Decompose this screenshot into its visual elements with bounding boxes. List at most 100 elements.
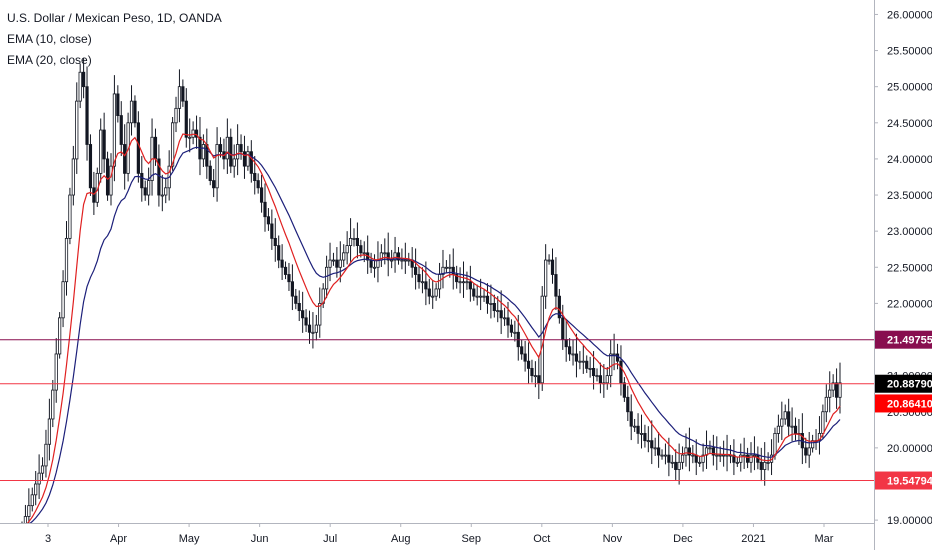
candle-body bbox=[40, 465, 45, 474]
candle-body bbox=[283, 266, 288, 275]
candle-body bbox=[674, 461, 678, 470]
candle-body bbox=[27, 505, 31, 517]
candle-body bbox=[239, 144, 243, 153]
candle bbox=[509, 319, 514, 337]
candle-body bbox=[633, 425, 637, 428]
candle-body bbox=[236, 144, 240, 160]
candle-body bbox=[554, 274, 558, 297]
candle bbox=[54, 338, 58, 403]
candle bbox=[109, 153, 113, 206]
candle-body bbox=[513, 331, 517, 334]
candle-body bbox=[694, 454, 698, 463]
candle bbox=[249, 140, 253, 183]
candle-body bbox=[232, 158, 236, 167]
candle bbox=[502, 307, 507, 326]
candle bbox=[739, 443, 743, 472]
candle bbox=[290, 264, 294, 311]
candle-body bbox=[780, 418, 784, 427]
candle bbox=[513, 320, 517, 342]
candle-body bbox=[58, 317, 62, 355]
candle-body bbox=[612, 353, 616, 356]
candle bbox=[236, 124, 240, 176]
candle bbox=[776, 414, 780, 443]
price-tick-label: 19.00000 bbox=[887, 515, 932, 527]
candle-body bbox=[657, 447, 661, 456]
candle-body bbox=[725, 454, 729, 457]
candle bbox=[123, 124, 127, 190]
time-tick-label: Oct bbox=[533, 533, 550, 545]
candle-body bbox=[437, 274, 442, 290]
candle-body bbox=[318, 302, 322, 326]
candle-body bbox=[537, 375, 541, 384]
time-tick-label: 2021 bbox=[741, 533, 765, 545]
candle bbox=[571, 339, 575, 366]
candle-body bbox=[270, 223, 274, 239]
candle bbox=[499, 290, 503, 335]
candle-body bbox=[831, 382, 835, 391]
candle-body bbox=[568, 346, 572, 355]
candle-body bbox=[523, 353, 527, 362]
candle bbox=[386, 232, 390, 277]
candle-body bbox=[526, 360, 531, 369]
candle bbox=[581, 345, 585, 374]
candle-body bbox=[174, 107, 178, 124]
candle bbox=[568, 338, 572, 361]
plot-area[interactable] bbox=[0, 0, 874, 523]
candle bbox=[325, 255, 329, 299]
candle bbox=[807, 431, 811, 468]
candle-body bbox=[502, 317, 507, 320]
candle-body bbox=[759, 461, 763, 470]
candle bbox=[383, 238, 387, 265]
candle bbox=[294, 288, 298, 310]
candle bbox=[444, 260, 449, 274]
axis-value-tag bbox=[875, 374, 932, 393]
candle bbox=[520, 339, 524, 360]
candle-body bbox=[407, 259, 411, 262]
candle-body bbox=[359, 245, 363, 254]
legend-title: U.S. Dollar / Mexican Peso, 1D, OANDA bbox=[7, 11, 222, 25]
horizontal-lines[interactable] bbox=[0, 339, 874, 482]
candle bbox=[75, 82, 79, 174]
candle bbox=[485, 283, 490, 314]
candle-body bbox=[68, 194, 72, 239]
candle bbox=[318, 287, 322, 338]
candle bbox=[698, 456, 702, 467]
candle-body bbox=[448, 266, 452, 269]
candle-body bbox=[451, 266, 455, 275]
candle bbox=[492, 294, 496, 318]
candle-body bbox=[297, 302, 301, 312]
candle bbox=[61, 270, 65, 328]
candle-body bbox=[650, 440, 654, 449]
candle bbox=[68, 187, 72, 245]
axis-value-tag-label: 20.88790 bbox=[887, 379, 932, 391]
candle bbox=[259, 174, 264, 213]
candle bbox=[417, 265, 421, 289]
candle-body bbox=[489, 302, 493, 305]
time-tick-label: Apr bbox=[110, 533, 127, 545]
candle bbox=[82, 57, 86, 99]
candle bbox=[34, 470, 38, 506]
candle-body bbox=[188, 136, 192, 139]
candle-body bbox=[184, 100, 188, 138]
candle bbox=[71, 145, 75, 206]
candle-body bbox=[331, 259, 336, 262]
candle bbox=[790, 407, 794, 442]
candle-body bbox=[595, 375, 599, 378]
price-tick-label: 22.00000 bbox=[887, 298, 932, 310]
price-axis[interactable]: 19.0000019.5000020.0000020.5000021.00000… bbox=[874, 0, 932, 550]
candle bbox=[427, 278, 431, 305]
time-tick-label: Jul bbox=[323, 533, 337, 545]
candle bbox=[547, 254, 551, 265]
candle bbox=[44, 429, 48, 478]
candle bbox=[256, 173, 260, 194]
candlesticks bbox=[20, 57, 842, 540]
candle-body bbox=[615, 353, 620, 362]
time-axis[interactable]: 3 Apr May Jun Jul Aug Sep Oct Nov Dec 2021 Mar bbox=[0, 523, 874, 550]
candle-body bbox=[218, 144, 223, 153]
candle bbox=[763, 442, 767, 486]
candle bbox=[58, 312, 62, 359]
candle-body bbox=[177, 86, 182, 109]
candle bbox=[554, 257, 558, 311]
candle-body bbox=[256, 180, 260, 189]
